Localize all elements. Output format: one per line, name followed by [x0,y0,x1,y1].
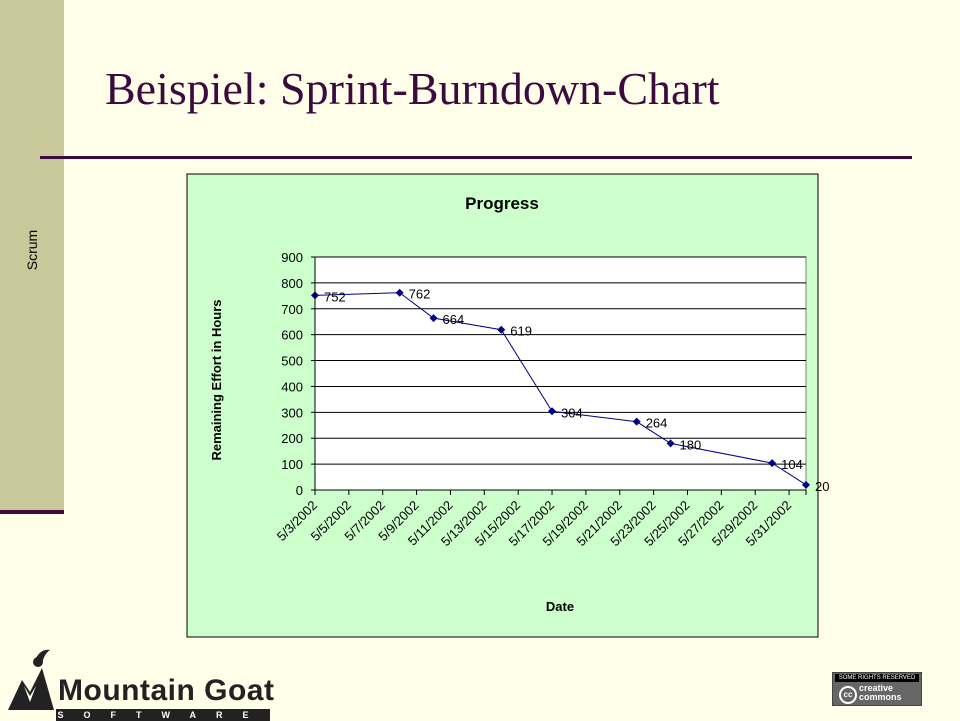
creative-commons-badge[interactable]: SOME RIGHTS RESERVED cc creative commons [832,672,922,706]
data-label: 304 [561,405,583,420]
gridlines [315,256,806,465]
data-label: 104 [781,457,803,472]
data-label: 762 [409,287,431,302]
data-point [548,407,557,416]
logo-tagline: SOFTWARE [56,709,270,721]
cc-line1: creative [859,683,894,693]
title-divider [40,156,912,159]
cc-icon: cc [839,686,857,704]
cc-top-text: SOME RIGHTS RESERVED [835,674,919,682]
cc-line2: commons [859,692,902,702]
data-point [768,459,777,468]
y-tick-label: 900 [281,250,303,265]
logo-name: Mountain Goat [58,674,275,707]
data-point [802,480,810,489]
y-tick-label: 100 [281,457,303,472]
y-tick-label: 300 [281,405,303,420]
data-point [429,314,438,323]
sidebar-accent-line [0,510,64,514]
mountain-goat-logo: Mountain Goat SOFTWARE [0,640,280,721]
data-label: 264 [646,416,668,431]
y-tick-label: 800 [281,276,303,291]
goat-icon [8,649,54,710]
plot-area [314,256,807,491]
y-tick-label: 400 [281,379,303,394]
y-axis-ticks: 0 100 200 300 400 500 600 700 800 900 [281,250,315,498]
data-label: 664 [443,312,465,327]
data-point [395,288,404,297]
data-label: 619 [510,324,532,339]
y-tick-label: 0 [296,483,303,498]
data-point [497,325,506,334]
y-tick-label: 500 [281,354,303,369]
y-axis-label: Remaining Effort in Hours [209,299,224,460]
sidebar-strip [0,0,64,513]
data-point [632,417,641,426]
cc-wordmark: creative commons [859,684,919,702]
y-tick-label: 600 [281,328,303,343]
slide-title: Beispiel: Sprint-Burndown-Chart [105,63,720,114]
chart-title: Progress [465,194,539,213]
data-label: 752 [324,289,346,304]
series-remaining-effort: 752 762 664 619 304 264 180 104 20 [311,287,829,494]
data-point [666,439,675,448]
y-tick-label: 200 [281,431,303,446]
data-label: 180 [680,437,702,452]
y-tick-label: 700 [281,302,303,317]
x-axis-label: Date [546,599,574,614]
data-label: 20 [815,479,829,494]
